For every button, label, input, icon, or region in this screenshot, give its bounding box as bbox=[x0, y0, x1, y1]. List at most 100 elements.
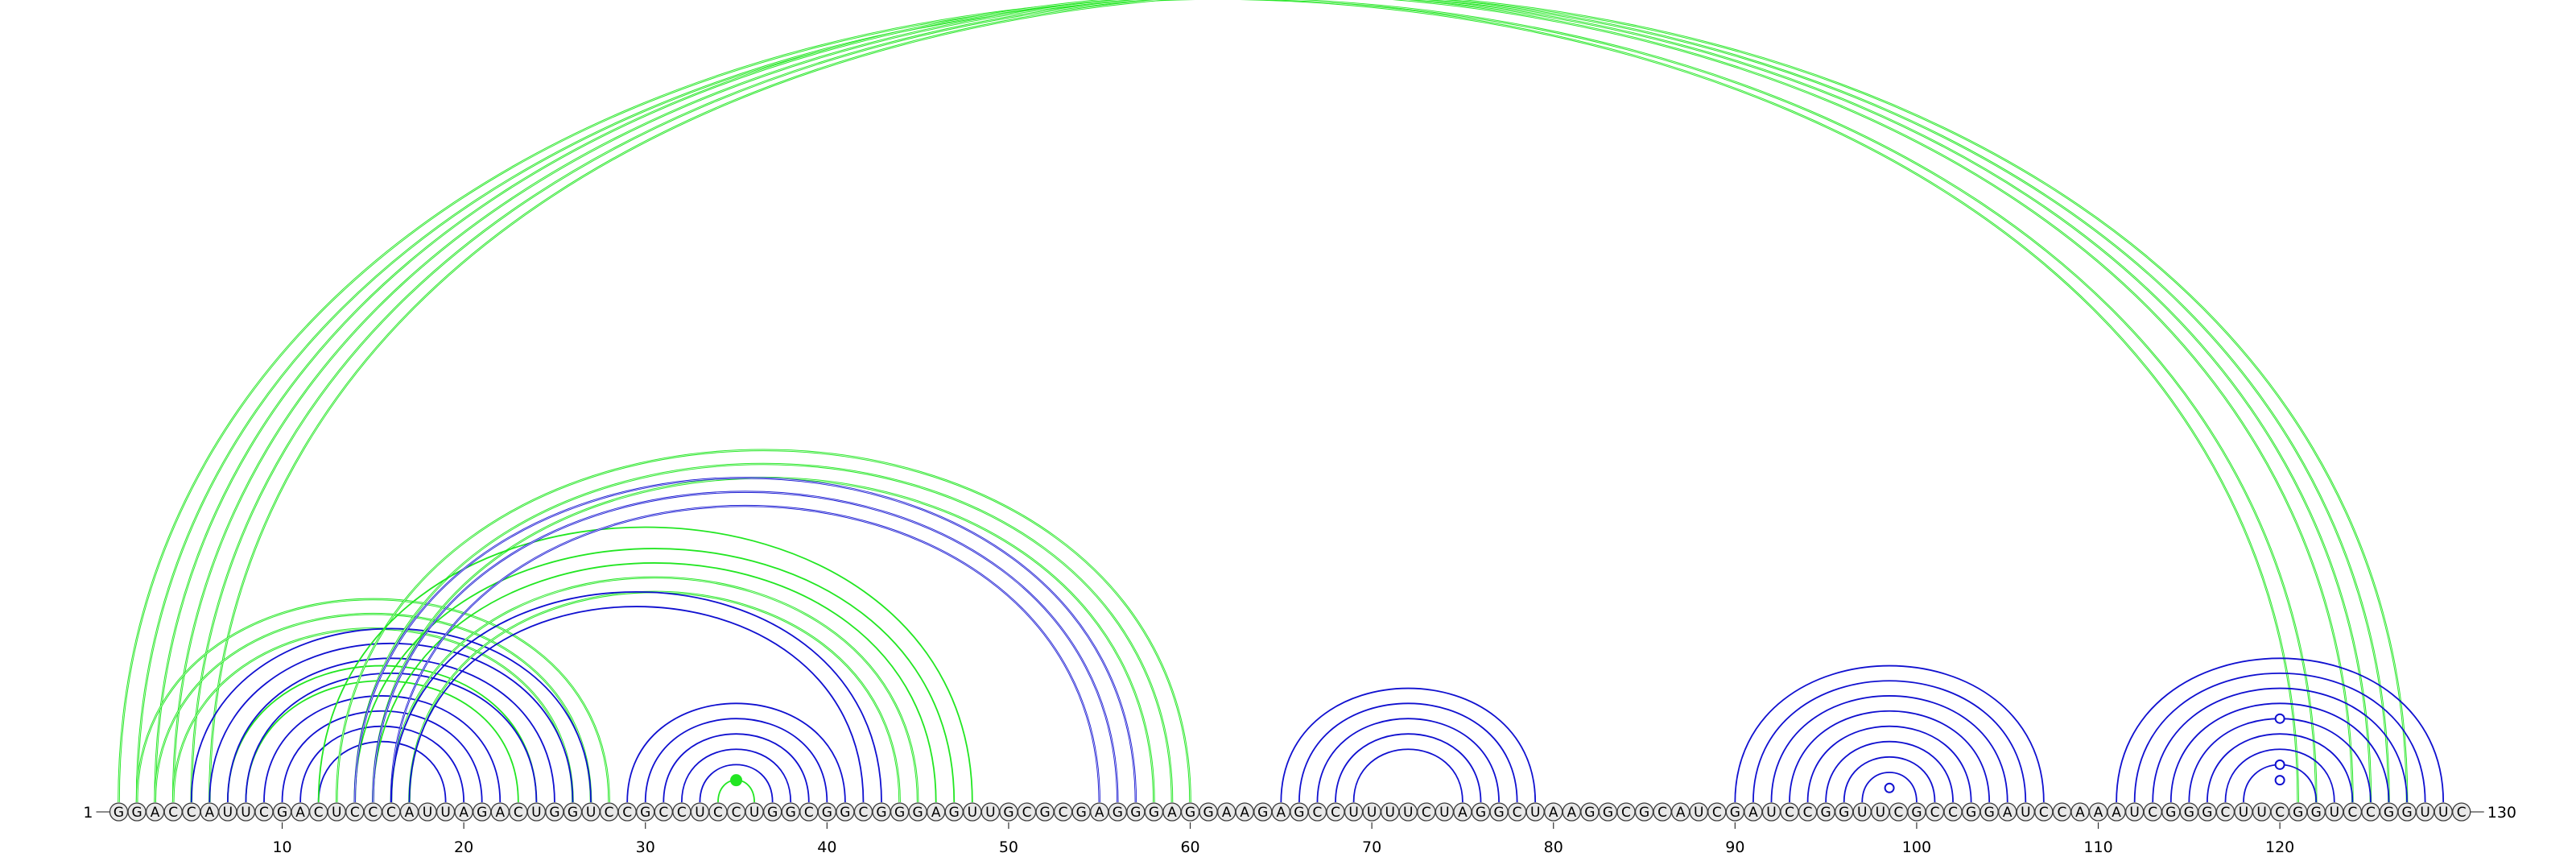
nucleotide-79: U bbox=[1525, 802, 1545, 822]
base-pair-arc-17-42 bbox=[408, 606, 865, 803]
svg-text:U: U bbox=[241, 805, 250, 821]
svg-text:C: C bbox=[658, 805, 668, 821]
svg-text:U: U bbox=[2330, 805, 2339, 821]
base-pair-arc-97-100 bbox=[1861, 772, 1918, 803]
base-pair-arc-69-75 bbox=[1352, 748, 1463, 803]
nucleotide-122: G bbox=[2306, 802, 2326, 822]
nucleotide-88: U bbox=[1689, 802, 1708, 822]
nucleotide-115: G bbox=[2179, 802, 2198, 822]
nucleotide-53: C bbox=[1053, 802, 1073, 822]
nucleotide-26: G bbox=[563, 802, 583, 822]
svg-text:G: G bbox=[1821, 805, 1831, 821]
base-pair-arc-17-44 bbox=[408, 590, 901, 803]
nucleotide-108: C bbox=[2052, 802, 2072, 822]
svg-text:A: A bbox=[151, 805, 160, 821]
tick-label-80: 80 bbox=[1544, 838, 1563, 856]
nucleotide-105: A bbox=[1998, 802, 2017, 822]
nucleotide-117: C bbox=[2215, 802, 2235, 822]
base-pair-arc-117-123 bbox=[2224, 748, 2335, 803]
nucleotide-69: U bbox=[1344, 802, 1364, 822]
nucleotide-83: G bbox=[1598, 802, 1618, 822]
nucleotide-123: U bbox=[2325, 802, 2344, 822]
svg-text:C: C bbox=[368, 805, 378, 821]
nucleotide-46: A bbox=[927, 802, 946, 822]
svg-text:G: G bbox=[2184, 805, 2194, 821]
svg-text:U: U bbox=[2239, 805, 2248, 821]
nucleotide-37: G bbox=[763, 802, 782, 822]
nucleotide-11: A bbox=[291, 802, 310, 822]
base-pair-arc-4-125 bbox=[171, 0, 2372, 803]
svg-text:A: A bbox=[295, 805, 305, 821]
base-pair-arc-66-78 bbox=[1298, 702, 1518, 803]
svg-text:C: C bbox=[1785, 805, 1794, 821]
base-pair-arc-113-127 bbox=[2152, 687, 2408, 803]
base-pair-arc-94-103 bbox=[1806, 725, 1972, 803]
nucleotide-111: A bbox=[2107, 802, 2126, 822]
nucleotide-66: G bbox=[1290, 802, 1309, 822]
base-pair-arc-2-122 bbox=[135, 0, 2318, 803]
nucleotide-23: C bbox=[509, 802, 528, 822]
svg-text:U: U bbox=[531, 805, 541, 821]
nucleotide-68: C bbox=[1326, 802, 1345, 822]
svg-text:C: C bbox=[2057, 805, 2066, 821]
nucleotide-80: A bbox=[1544, 802, 1563, 822]
nucleotide-51: C bbox=[1017, 802, 1037, 822]
nucleotide-102: C bbox=[1943, 802, 1963, 822]
nucleotide-127: G bbox=[2397, 802, 2417, 822]
svg-text:G: G bbox=[1294, 805, 1304, 821]
base-pair-arc-13-60-inner bbox=[336, 449, 1191, 803]
nucleotide-2: G bbox=[127, 802, 147, 822]
nucleotide-39: C bbox=[799, 802, 819, 822]
nucleotide-109: A bbox=[2070, 802, 2090, 822]
nucleotide-54: G bbox=[1071, 802, 1091, 822]
nucleotide-4: C bbox=[163, 802, 183, 822]
base-pair-arc-68-76 bbox=[1335, 733, 1482, 803]
nucleotide-124: C bbox=[2343, 802, 2363, 822]
nucleotide-47: G bbox=[944, 802, 964, 822]
svg-text:U: U bbox=[749, 805, 759, 821]
svg-text:U: U bbox=[695, 805, 704, 821]
nucleotide-120: C bbox=[2270, 802, 2289, 822]
svg-text:G: G bbox=[1911, 805, 1922, 821]
pair-marker-118-122 bbox=[2274, 759, 2285, 770]
svg-text:U: U bbox=[1857, 805, 1867, 821]
nucleotide-112: U bbox=[2125, 802, 2145, 822]
base-pair-arc-8-23 bbox=[245, 680, 519, 803]
nucleotide-25: G bbox=[545, 802, 564, 822]
nucleotide-106: U bbox=[2016, 802, 2035, 822]
svg-text:G: G bbox=[1966, 805, 1976, 821]
nucleotide-62: A bbox=[1217, 802, 1236, 822]
nucleotide-110: A bbox=[2088, 802, 2108, 822]
nucleotide-91: A bbox=[1744, 802, 1763, 822]
tick-label-70: 70 bbox=[1362, 838, 1381, 856]
nucleotide-32: C bbox=[672, 802, 691, 822]
svg-text:C: C bbox=[1893, 805, 1903, 821]
svg-text:U: U bbox=[2129, 805, 2139, 821]
nucleotide-42: C bbox=[853, 802, 873, 822]
svg-text:C: C bbox=[1948, 805, 1958, 821]
base-pair-arc-2-28-inner bbox=[136, 598, 610, 803]
svg-text:C: C bbox=[605, 805, 614, 821]
nucleotide-70: U bbox=[1362, 802, 1381, 822]
nucleotide-20: A bbox=[454, 802, 473, 822]
nucleotide-113: C bbox=[2143, 802, 2162, 822]
nucleotide-22: A bbox=[490, 802, 510, 822]
svg-text:G: G bbox=[1730, 805, 1740, 821]
svg-text:G: G bbox=[1149, 805, 1159, 821]
nucleotide-90: G bbox=[1725, 802, 1744, 822]
base-pair-arc-16-45-inner bbox=[390, 577, 919, 803]
svg-text:C: C bbox=[677, 805, 687, 821]
base-pair-arc-116-124 bbox=[2207, 733, 2354, 803]
svg-text:G: G bbox=[1130, 805, 1141, 821]
nucleotide-57: G bbox=[1126, 802, 1146, 822]
svg-text:G: G bbox=[640, 805, 650, 821]
nucleotide-119: U bbox=[2252, 802, 2272, 822]
nucleotide-64: G bbox=[1253, 802, 1273, 822]
svg-text:A: A bbox=[2075, 805, 2085, 821]
svg-text:G: G bbox=[1839, 805, 1849, 821]
svg-text:U: U bbox=[1385, 805, 1394, 821]
base-pair-arc-7-24 bbox=[226, 664, 538, 803]
svg-text:G: G bbox=[1984, 805, 1995, 821]
base-pair-arc-1-121-inner bbox=[118, 0, 2299, 803]
nucleotide-97: U bbox=[1852, 802, 1872, 822]
